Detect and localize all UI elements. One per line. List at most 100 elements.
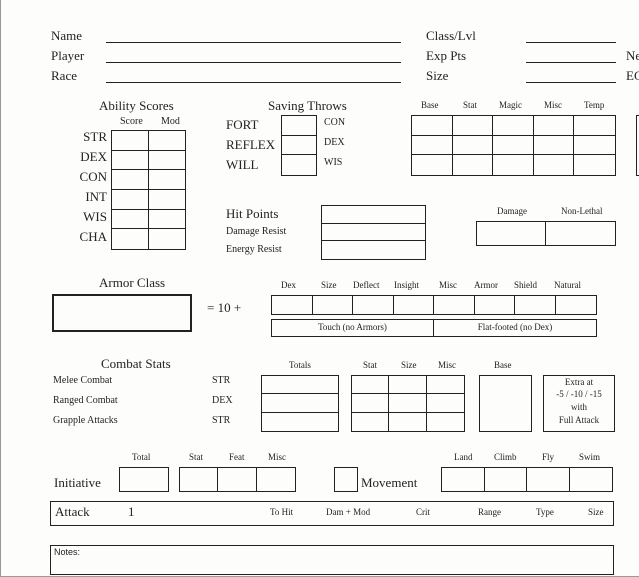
hp-grid[interactable] — [321, 205, 426, 260]
str-label: STR — [59, 129, 107, 145]
combat-totals-grid[interactable] — [261, 375, 339, 432]
movement-title: Movement — [361, 475, 417, 491]
grapple-label: Grapple Attacks — [53, 415, 118, 426]
atk-tohit: To Hit — [270, 507, 293, 517]
reflex-dex: DEX — [324, 137, 345, 148]
attack-title: Attack — [55, 504, 90, 520]
move-land: Land — [454, 452, 473, 462]
extra3: with — [543, 402, 615, 412]
ac-natural: Natural — [554, 280, 581, 290]
init-total: Total — [132, 452, 150, 462]
cs-misc: Misc — [438, 360, 456, 370]
atk-crit: Crit — [416, 507, 430, 517]
move-climb: Climb — [494, 452, 517, 462]
race-line[interactable] — [106, 82, 401, 83]
dmg-resist-label: Damage Resist — [226, 226, 286, 237]
move-fly: Fly — [542, 452, 554, 462]
init-grid[interactable] — [179, 467, 296, 492]
fort-con: CON — [324, 117, 345, 128]
ec-cut: EC — [626, 68, 639, 84]
wis-label: WIS — [59, 209, 107, 225]
ability-scores-title: Ability Scores — [99, 98, 174, 114]
ac-sub-grid[interactable]: Touch (no Armors) Flat-footed (no Dex) — [271, 319, 597, 337]
save-temp: Temp — [584, 100, 604, 110]
save-magic: Magic — [499, 100, 522, 110]
player-label: Player — [51, 48, 84, 64]
init-stat: Stat — [189, 452, 203, 462]
save-detail-grid[interactable] — [411, 115, 616, 176]
init-misc: Misc — [268, 452, 286, 462]
grapple-str: STR — [212, 415, 230, 426]
ac-shield: Shield — [514, 280, 537, 290]
extra1: Extra at — [543, 377, 615, 387]
cs-totals: Totals — [289, 360, 311, 370]
cs-stat: Stat — [363, 360, 377, 370]
cs-size: Size — [401, 360, 417, 370]
combat-title: Combat Stats — [101, 356, 171, 372]
saving-throws-title: Saving Throws — [268, 98, 347, 114]
ac-equals: = 10 + — [207, 300, 241, 316]
size-line[interactable] — [526, 82, 616, 83]
fort-label: FORT — [226, 117, 258, 133]
energy-resist-label: Energy Resist — [226, 244, 282, 255]
damage-label: Damage — [497, 206, 527, 216]
race-label: Race — [51, 68, 77, 84]
mod-header: Mod — [161, 116, 180, 127]
dex-label: DEX — [59, 149, 107, 165]
score-header: Score — [120, 116, 143, 127]
ac-grid[interactable] — [271, 295, 597, 315]
size-label: Size — [426, 68, 448, 84]
melee-label: Melee Combat — [53, 375, 112, 386]
reflex-label: REFLEX — [226, 137, 275, 153]
ability-grid[interactable] — [111, 130, 186, 250]
move-pre-box[interactable] — [334, 467, 358, 492]
damage-grid[interactable] — [476, 221, 616, 246]
nonlethal-label: Non-Lethal — [561, 206, 602, 216]
exp-line[interactable] — [526, 62, 616, 63]
cha-label: CHA — [59, 229, 107, 245]
ac-title: Armor Class — [99, 275, 165, 291]
move-swim: Swim — [579, 452, 600, 462]
init-feat: Feat — [229, 452, 245, 462]
hp-title: Hit Points — [226, 206, 278, 222]
flatfoot-label: Flat-footed (no Dex) — [434, 320, 596, 336]
extra4: Full Attack — [543, 415, 615, 425]
ranged-label: Ranged Combat — [53, 395, 118, 406]
ac-deflect: Deflect — [353, 280, 379, 290]
character-sheet: Name Player Race Class/Lvl Exp Pts Size … — [0, 0, 639, 577]
class-line[interactable] — [526, 42, 616, 43]
name-label: Name — [51, 28, 82, 44]
notes-box[interactable] — [50, 545, 614, 575]
attack-num: 1 — [128, 504, 135, 520]
combat-base-box[interactable] — [479, 375, 532, 432]
save-base: Base — [421, 100, 439, 110]
ac-armor: Armor — [474, 280, 498, 290]
atk-dam: Dam + Mod — [326, 507, 370, 517]
ranged-dex: DEX — [212, 395, 233, 406]
atk-size: Size — [588, 507, 604, 517]
initiative-title: Initiative — [54, 475, 101, 491]
combat-stats-grid[interactable] — [351, 375, 465, 432]
cs-base: Base — [494, 360, 512, 370]
will-label: WILL — [226, 157, 258, 173]
notes-label: Notes: — [54, 547, 80, 557]
move-grid[interactable] — [441, 467, 613, 492]
next-cut: Ne — [626, 48, 639, 64]
con-label: CON — [59, 169, 107, 185]
ac-total-box[interactable] — [52, 294, 192, 332]
int-label: INT — [59, 189, 107, 205]
save-stat: Stat — [463, 100, 477, 110]
ac-size: Size — [321, 280, 337, 290]
save-total-grid[interactable] — [281, 115, 317, 176]
class-lvl-label: Class/Lvl — [426, 28, 476, 44]
touch-label: Touch (no Armors) — [272, 320, 434, 336]
atk-type: Type — [536, 507, 554, 517]
melee-str: STR — [212, 375, 230, 386]
atk-range: Range — [478, 507, 501, 517]
init-total-box[interactable] — [119, 467, 169, 492]
name-line[interactable] — [106, 42, 401, 43]
ac-insight: Insight — [394, 280, 419, 290]
save-misc: Misc — [544, 100, 562, 110]
exp-pts-label: Exp Pts — [426, 48, 466, 64]
player-line[interactable] — [106, 62, 401, 63]
